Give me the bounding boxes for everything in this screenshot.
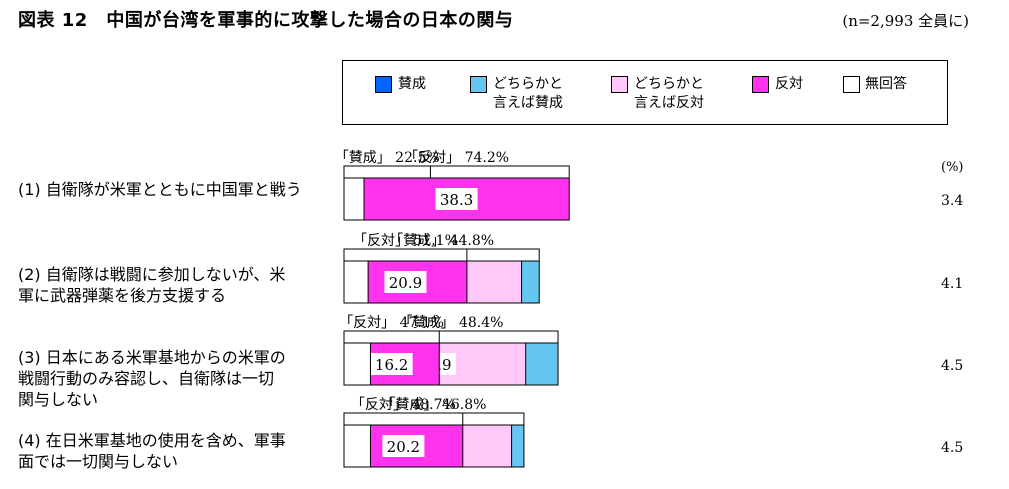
bar-3-mukaito	[343, 342, 371, 386]
hantai-bracket-3	[343, 330, 440, 343]
legend-label-mukaito: 無回答	[865, 76, 907, 92]
legend-swatch-dochira_hantai	[611, 76, 628, 93]
sansei-total-3: 「賛成」 48.4%	[399, 315, 504, 331]
hantai-bracket-2	[343, 248, 468, 261]
legend-label-dochira_sansei: どちらかと 言えば賛成	[493, 76, 563, 111]
data-label-3-hantai: 16.2	[375, 356, 408, 374]
unit-label: (%)	[941, 160, 964, 175]
category-label-1: (1) 自衛隊が米軍とともに中国軍と戦う	[18, 180, 302, 199]
legend-swatch-dochira_sansei	[470, 76, 487, 93]
data-label-4-mukaito: 4.5	[941, 440, 963, 456]
legend-label-dochira_hantai: どちらかと 言えば反対	[634, 76, 704, 111]
sansei-bracket-2	[343, 248, 540, 261]
hantai-total-1: 「反対」 74.2%	[404, 150, 509, 166]
data-label-1-mukaito: 3.4	[941, 193, 963, 209]
legend: 賛成 どちらかと 言えば賛成 どちらかと 言えば反対 反対 無回答	[342, 60, 948, 125]
data-label-bg-3-hantai	[370, 353, 413, 375]
data-label-3-mukaito: 4.5	[941, 358, 963, 374]
bar-4-mukaito	[343, 424, 371, 468]
legend-label-sansei: 賛成	[398, 76, 426, 92]
sansei-bracket-4	[343, 412, 525, 425]
data-label-2-hantai: 20.9	[389, 274, 422, 292]
legend-swatch-sansei	[375, 76, 392, 93]
data-label-1-hantai: 38.3	[440, 191, 473, 209]
hantai-total-3: 「反対」 47.1%	[339, 315, 444, 331]
sample-size-note: (n=2,993 全員に)	[842, 12, 969, 30]
sansei-bracket-3	[343, 330, 559, 343]
data-label-bg-2-hantai	[384, 271, 427, 293]
legend-swatch-hantai	[752, 76, 769, 93]
hantai-total-2: 「反対」 51.1%	[353, 233, 458, 249]
hantai-bracket-1	[343, 165, 570, 178]
data-label-bg-4-hantai	[382, 435, 425, 457]
category-label-2: (2) 自衛隊は戦闘に参加しないが、米 軍に武器弾薬を後方支援する	[18, 265, 286, 305]
legend-swatch-mukaito	[843, 76, 860, 93]
sansei-total-1: 「賛成」 22.5%	[335, 150, 440, 166]
data-label-4-hantai: 20.2	[387, 438, 420, 456]
category-label-3: (3) 日本にある米軍基地からの米軍の 戦闘行動のみ容認し、自衛隊は一切 関与しない	[18, 348, 286, 409]
sansei-total-2: 「賛成」 44.8%	[389, 233, 494, 249]
hantai-total-4: 「反対」 48.7%	[351, 397, 456, 413]
bar-1-mukaito	[343, 177, 365, 221]
bar-2-mukaito	[343, 260, 369, 304]
data-label-2-mukaito: 4.1	[941, 276, 963, 292]
sansei-bracket-1	[343, 165, 431, 178]
chart-title: 図表 12 中国が台湾を軍事的に攻撃した場合の日本の関与	[18, 10, 514, 31]
sansei-total-4: 「賛成」 46.8%	[381, 397, 486, 413]
data-label-bg-1-hantai	[435, 188, 478, 210]
category-label-4: (4) 在日米軍基地の使用を含め、軍事 面では一切関与しない	[18, 431, 286, 471]
hantai-bracket-4	[343, 412, 464, 425]
legend-label-hantai: 反対	[775, 76, 803, 92]
